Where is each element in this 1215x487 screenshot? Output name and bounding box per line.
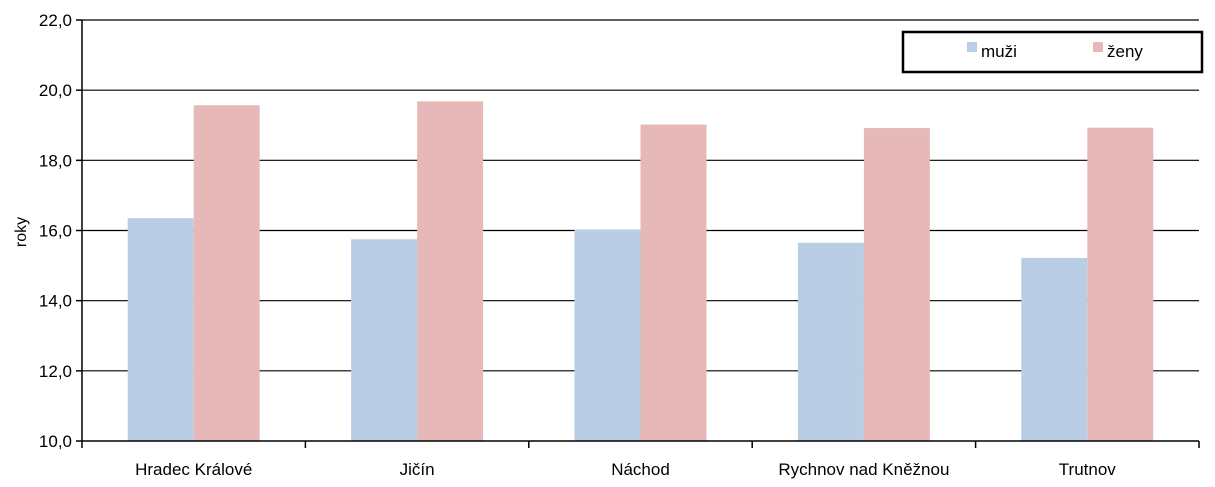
y-tick-label: 20,0: [39, 81, 72, 100]
legend: muži ženy: [901, 30, 1204, 74]
bars: [127, 101, 1154, 441]
bar-muzi: [127, 218, 194, 441]
legend-label-zeny: ženy: [1107, 42, 1143, 61]
bar-zeny: [640, 124, 707, 441]
y-tick-labels: 10,0 12,0 14,0 16,0 18,0 20,0 22,0: [39, 11, 72, 451]
bar-muzi: [351, 239, 418, 441]
bar-muzi: [574, 229, 641, 441]
legend-swatch-muzi: [967, 42, 977, 52]
bar-zeny: [863, 128, 930, 441]
bar-zeny: [193, 105, 260, 441]
bar-muzi: [1021, 257, 1088, 441]
bar-zeny: [417, 101, 484, 441]
x-category-label: Jičín: [400, 460, 435, 479]
x-category-label: Trutnov: [1059, 460, 1117, 479]
x-category-label: Náchod: [611, 460, 670, 479]
y-tick-label: 10,0: [39, 432, 72, 451]
x-category-label: Rychnov nad Kněžnou: [778, 460, 949, 479]
y-tick-label: 16,0: [39, 222, 72, 241]
legend-label-muzi: muži: [981, 42, 1017, 61]
x-category-labels: Hradec Králové Jičín Náchod Rychnov nad Kně…: [135, 460, 1116, 479]
y-tick-label: 12,0: [39, 362, 72, 381]
x-category-label: Hradec Králové: [135, 460, 252, 479]
y-tick-label: 18,0: [39, 151, 72, 170]
y-tick-label: 22,0: [39, 11, 72, 30]
y-axis-title: roky: [13, 217, 30, 247]
legend-swatch-zeny: [1093, 42, 1103, 52]
bar-zeny: [1087, 127, 1154, 441]
bar-muzi: [797, 242, 864, 441]
legend-box: [901, 30, 1204, 74]
y-tick-label: 14,0: [39, 292, 72, 311]
axes: [76, 19, 1200, 448]
